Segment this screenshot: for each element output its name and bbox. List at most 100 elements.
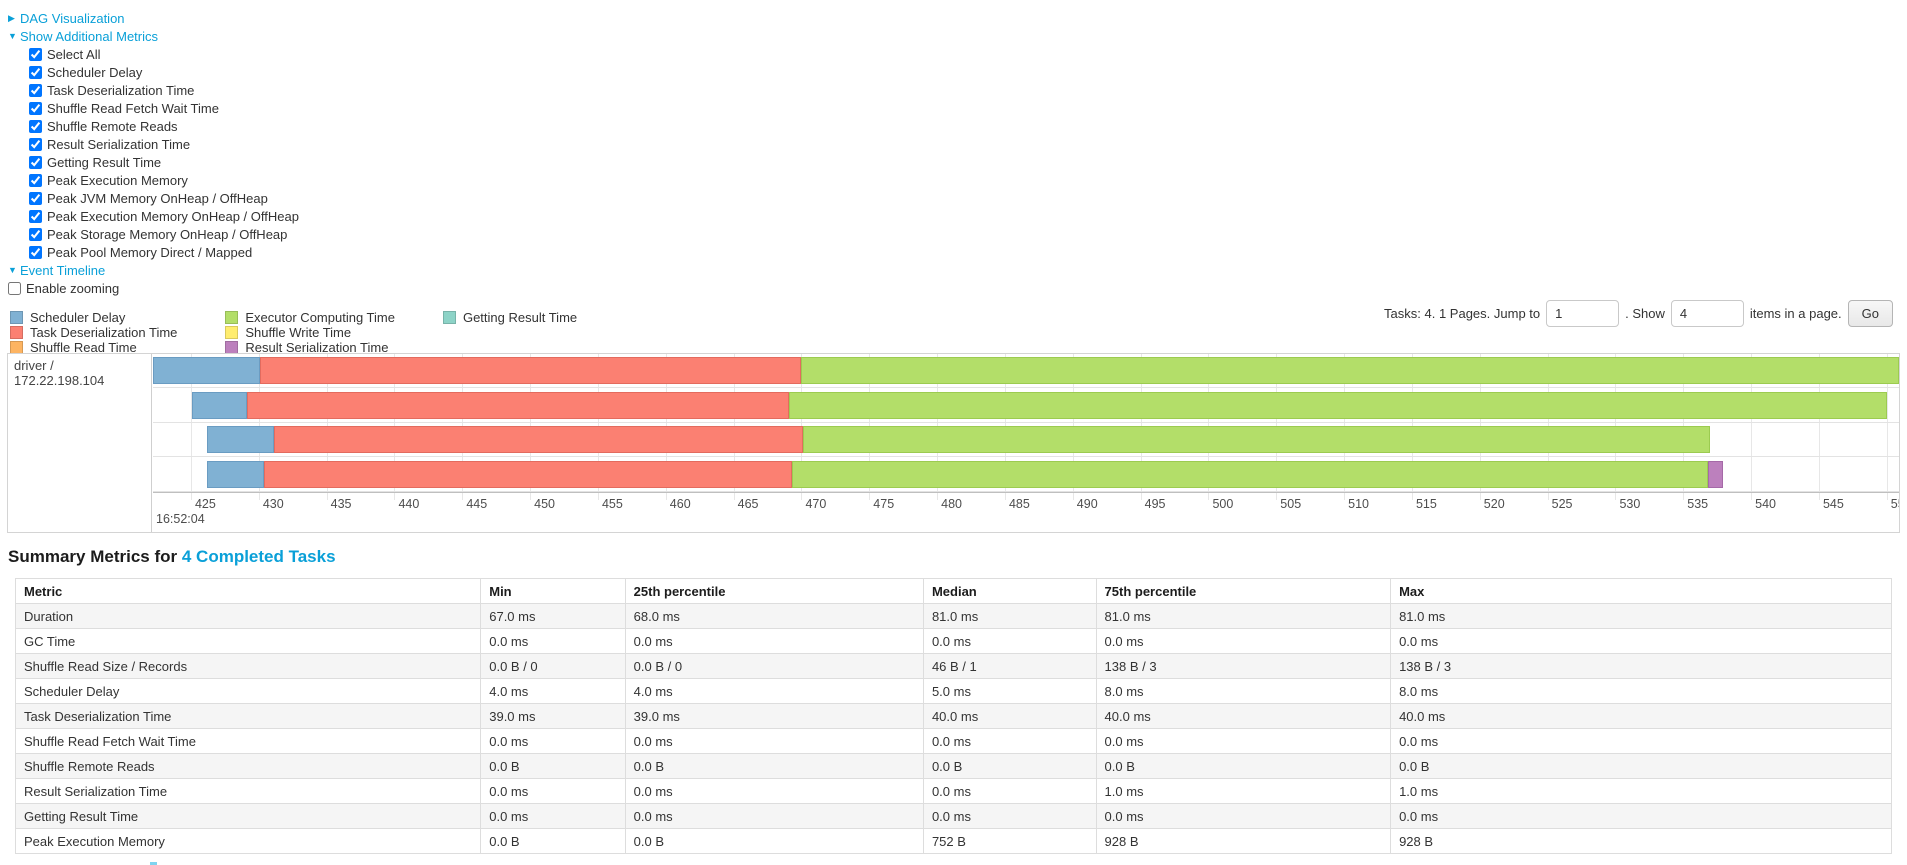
legend-item-shuffle-read-time: Shuffle Read Time [10,340,177,355]
metric-checkbox-row: Peak Execution Memory OnHeap / OffHeap [29,207,1907,225]
checkbox-peak-execution-memory-onheap-offheap[interactable] [29,209,42,223]
enable-zooming-checkbox[interactable] [8,281,21,295]
table-row-task-deserialization-time: Task Deserialization Time 39.0 ms 39.0 ms 4… [14,703,1892,729]
task-segment-task-deserialization[interactable] [260,357,802,384]
metric-checkbox-row: Shuffle Read Fetch Wait Time [29,99,1907,117]
task-segment-scheduler-delay[interactable] [207,426,274,453]
metric-value-cell: 68.0 ms [624,603,924,629]
task-segment-executor-computing[interactable] [791,460,1708,488]
timeline-task-row [153,423,1899,457]
metric-checkbox-label: Peak JVM Memory OnHeap / OffHeap [47,190,268,206]
checkbox-peak-jvm-memory-onheap-offheap[interactable] [29,191,42,205]
axis-tick-label: 525 [1551,497,1573,511]
show-additional-metrics-link[interactable]: Show Additional Metrics [20,28,159,44]
checkbox-result-serialization-time[interactable] [29,137,42,151]
axis-gridline [869,354,871,492]
axis-gridline [665,354,667,492]
axis-tick-label: 540 [1755,497,1776,511]
show-label: . Show [1625,306,1665,321]
checkbox-shuffle-remote-reads[interactable] [29,119,42,133]
task-segment-task-deserialization[interactable] [264,460,792,488]
checkbox-select-all[interactable] [29,47,42,61]
metric-value-cell: 0.0 ms [922,728,1097,754]
metric-checkbox-label: Shuffle Read Fetch Wait Time [47,100,219,116]
items-per-page-input[interactable] [1670,300,1744,327]
metric-value-cell: 40.0 ms [922,703,1097,729]
event-timeline-link[interactable]: Event Timeline [20,262,106,278]
legend-item-scheduler-delay: Scheduler Delay [10,310,177,325]
show-additional-metrics-toggle[interactable]: ▼ Show Additional Metrics [8,27,1907,45]
completed-tasks-link[interactable]: 4 Completed Tasks [181,547,336,566]
checkbox-scheduler-delay[interactable] [29,65,42,79]
checkbox-getting-result-time[interactable] [29,155,42,169]
axis-tick [1004,492,1006,500]
task-segment-executor-computing[interactable] [802,426,1711,453]
task-segment-task-deserialization[interactable] [273,426,803,453]
metric-value-cell: 1.0 ms [1095,778,1392,804]
metric-value-cell: 752 B [922,828,1097,854]
metric-checkbox-row: Peak Pool Memory Direct / Mapped [29,243,1907,261]
dag-visualization-link[interactable]: DAG Visualization [20,10,125,26]
metric-value-cell: 0.0 ms [624,628,924,654]
jump-to-page-input[interactable] [1546,300,1620,327]
checkbox-task-deserialization-time[interactable] [29,83,42,97]
metric-checkbox-row: Peak JVM Memory OnHeap / OffHeap [29,189,1907,207]
axis-gridline [733,354,735,492]
legend-label: Scheduler Delay [30,310,126,325]
axis-tick [190,492,192,500]
event-timeline-toggle[interactable]: ▼ Event Timeline [8,261,1907,279]
checkbox-peak-execution-memory[interactable] [29,173,42,187]
metric-name-cell: Peak Execution Memory [14,828,482,854]
axis-gridline [530,354,532,492]
axis-tick-label: 430 [262,497,284,511]
metric-value-cell: 81.0 ms [922,603,1097,629]
executor-group-label: driver / 172.22.198.104 [8,354,152,532]
task-segment-task-deserialization[interactable] [246,391,790,419]
timeline-task-row [153,389,1899,423]
task-segment-scheduler-delay[interactable] [153,357,261,384]
metric-value-cell: 0.0 ms [1390,628,1892,654]
axis-tick [462,492,464,500]
chevron-right-icon: ▶ [8,12,15,23]
axis-tick-label: 480 [941,497,962,511]
task-segment-executor-computing[interactable] [789,391,1887,419]
task-segment-executor-computing[interactable] [801,357,1899,384]
axis-tick [326,492,328,500]
metric-value-cell: 0.0 ms [922,803,1097,829]
metric-value-cell: 0.0 B / 0 [624,653,924,679]
metric-value-cell: 8.0 ms [1390,678,1892,704]
axis-gridline [1547,354,1549,492]
metric-value-cell: 46 B / 1 [922,653,1097,679]
dag-visualization-toggle[interactable]: ▶ DAG Visualization [8,9,1907,27]
metric-name-cell: Getting Result Time [14,803,482,829]
metric-value-cell: 39.0 ms [480,703,626,729]
checkbox-peak-pool-memory-direct-mapped[interactable] [29,245,42,259]
metric-name-cell: Shuffle Read Size / Records [14,653,482,679]
metric-value-cell: 0.0 ms [922,628,1097,654]
legend-swatch-icon [225,311,239,324]
task-segment-scheduler-delay[interactable] [207,460,265,488]
metric-value-cell: 0.0 ms [480,803,626,829]
axis-base-time-label: 16:52:04 [156,512,205,526]
task-segment-result-serialization[interactable] [1707,460,1723,488]
checkbox-peak-storage-memory-onheap-offheap[interactable] [29,227,42,241]
metric-value-cell: 0.0 B [1095,753,1392,779]
task-segment-scheduler-delay[interactable] [192,391,247,419]
axis-tick [1208,492,1210,500]
checkbox-shuffle-read-fetch-wait-time[interactable] [29,101,42,115]
table-row-shuffle-read-size-records: Shuffle Read Size / Records 0.0 B / 0 0.0 … [14,653,1892,679]
table-row-shuffle-read-fetch-wait-time: Shuffle Read Fetch Wait Time 0.0 ms 0.0 ms… [14,728,1892,754]
axis-gridline [937,354,939,492]
axis-gridline [190,354,192,492]
axis-gridline [1818,354,1820,492]
chevron-down-icon: ▼ [8,31,17,41]
legend-label: Getting Result Time [462,310,578,325]
metric-checkbox-label: Peak Storage Memory OnHeap / OffHeap [47,226,288,242]
metric-value-cell: 0.0 B / 0 [480,653,626,679]
axis-tick-label: 530 [1619,497,1641,511]
legend-swatch-icon [225,326,239,339]
column-header-median: Median [922,578,1097,604]
go-button[interactable]: Go [1847,300,1893,327]
timeline-header-zone: Scheduler Delay Task Deserialization Time… [0,297,1907,355]
metric-value-cell: 0.0 ms [480,778,626,804]
